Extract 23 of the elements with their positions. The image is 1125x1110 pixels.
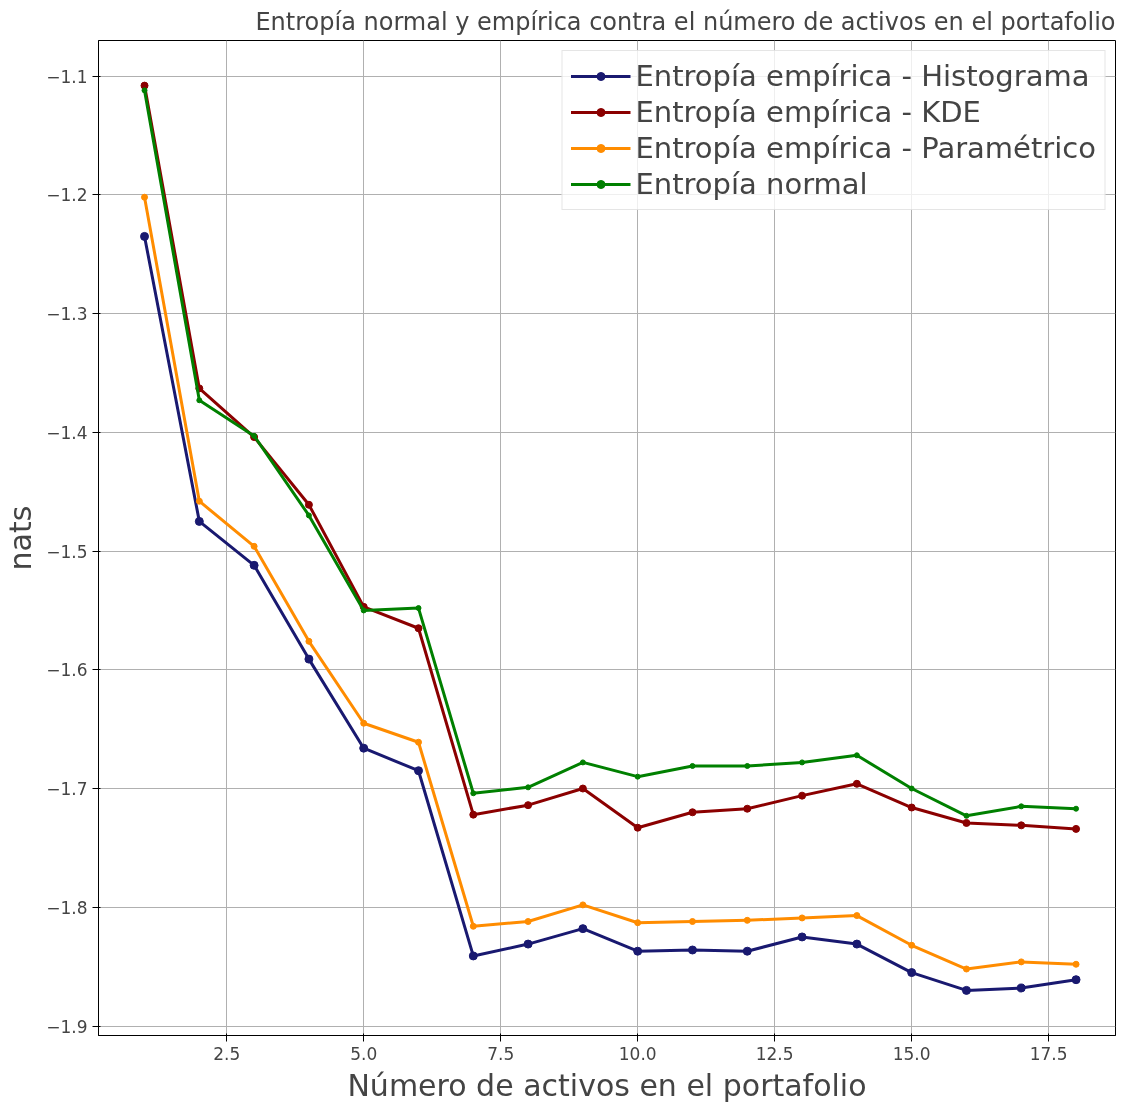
y-tick-label: −1.9 [46,1016,88,1037]
legend-label: Entropía empírica - Histograma [635,59,1090,93]
y-axis-title: nats [3,505,39,571]
y-tick-label: −1.6 [46,660,88,681]
y-tick-label: −1.8 [46,897,88,918]
y-tick-label: −1.7 [46,779,88,800]
y-tick-label: −1.3 [46,304,88,325]
legend-label: Entropía empírica - KDE [635,95,981,129]
x-tick-label: 12.5 [755,1043,794,1064]
x-tick-label: 15.0 [892,1043,931,1064]
x-tick-label: 5.0 [350,1043,378,1064]
x-axis-title: Número de activos en el portafolio [347,1067,867,1103]
y-tick-label: −1.4 [46,422,88,443]
y-tick-label: −1.5 [46,541,88,562]
legend-label: Entropía empírica - Paramétrico [635,131,1096,165]
x-tick-label: 7.5 [487,1043,515,1064]
y-tick-label: −1.1 [46,66,88,87]
x-tick-label: 2.5 [213,1043,241,1064]
x-tick-label: 17.5 [1029,1043,1068,1064]
legend-label: Entropía normal [635,167,868,201]
chart-title: Entropía normal y empírica contra el número de activos en el portafolio [255,7,1116,36]
x-tick-label: 10.0 [618,1043,657,1064]
y-tick-label: −1.2 [46,185,88,206]
